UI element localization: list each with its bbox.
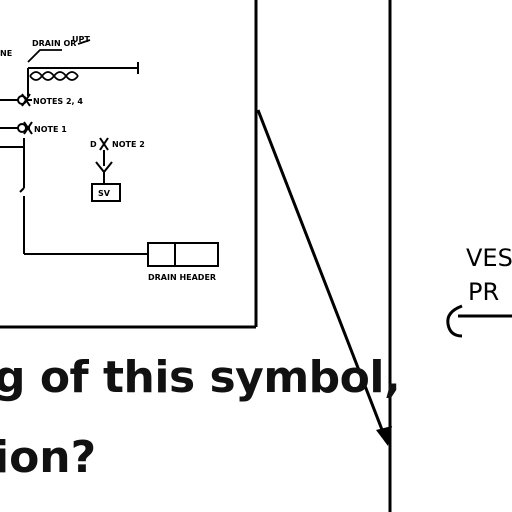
valve-note-1 bbox=[0, 121, 33, 135]
valve-notes-2-4 bbox=[0, 93, 32, 107]
drain-line bbox=[23, 196, 148, 255]
label-sv: SV bbox=[98, 189, 111, 198]
pointer-arrow bbox=[256, 109, 392, 446]
drain-header-box bbox=[147, 242, 219, 267]
label-upt: UPT bbox=[72, 35, 90, 44]
label-note-2: NOTE 2 bbox=[112, 140, 145, 149]
label-drain-header: DRAIN HEADER bbox=[148, 273, 216, 282]
tracing-symbol bbox=[27, 39, 91, 81]
valve-note-2 bbox=[91, 137, 121, 202]
label-drain-or: DRAIN OR bbox=[32, 39, 76, 48]
label-note-1: NOTE 1 bbox=[34, 125, 67, 134]
right-label-line2: PR bbox=[468, 278, 499, 306]
pipe-break-symbol bbox=[446, 304, 512, 338]
branch-line-3 bbox=[0, 138, 25, 193]
label-line-fragment: NE bbox=[0, 49, 12, 58]
label-notes-2-4: NOTES 2, 4 bbox=[33, 97, 83, 106]
process-line bbox=[27, 62, 139, 96]
caption-line-2: ion? bbox=[0, 432, 97, 483]
caption-line-1: g of this symbol, bbox=[0, 352, 401, 403]
label-d: D bbox=[90, 140, 97, 149]
drawing-frame bbox=[0, 0, 258, 329]
right-label-line1: VES bbox=[466, 244, 512, 272]
